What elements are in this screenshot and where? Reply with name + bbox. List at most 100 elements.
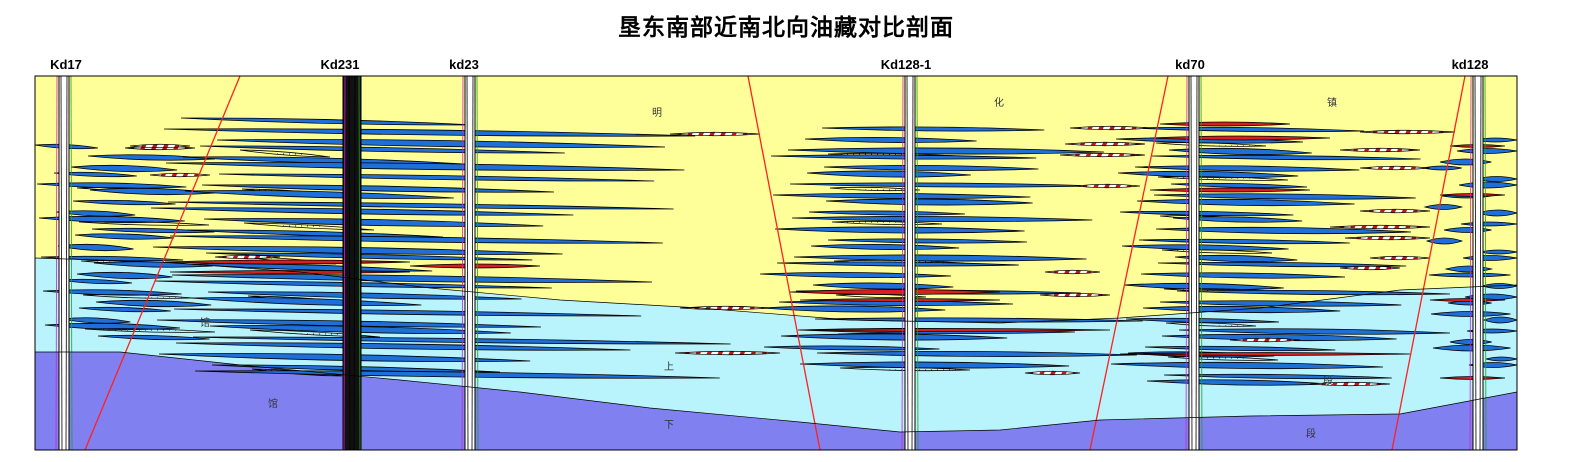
sand-body xyxy=(821,126,1045,132)
oil-sand-body xyxy=(1149,187,1311,193)
well-label-kd128: kd128 xyxy=(1452,57,1489,72)
oil-sand-body xyxy=(1119,352,1411,356)
oil-show-lens xyxy=(1309,381,1391,387)
sand-body xyxy=(772,193,1031,199)
sand-body xyxy=(825,198,1033,206)
sand-body xyxy=(207,291,522,300)
sand-body xyxy=(165,162,685,171)
oil-show-lens xyxy=(1229,337,1301,343)
sand-body xyxy=(827,238,1027,244)
well-track xyxy=(342,76,362,450)
sand-body xyxy=(1473,137,1517,143)
sand-texture xyxy=(829,186,921,192)
sand-texture xyxy=(84,328,216,333)
sand-body xyxy=(1482,316,1517,324)
oil-show-lens xyxy=(674,350,781,356)
sand-body xyxy=(1428,272,1511,278)
sand-body xyxy=(1174,254,1298,263)
oil-sand-body xyxy=(789,289,1001,295)
fault-4 xyxy=(1391,76,1466,450)
sand-body xyxy=(74,233,175,240)
sand-body xyxy=(1178,328,1451,335)
sand-body xyxy=(53,171,137,178)
sand-body xyxy=(776,261,1019,267)
well-tracks xyxy=(55,76,1487,450)
sand-body xyxy=(1170,182,1308,189)
sand-body xyxy=(36,182,187,189)
sand-body xyxy=(1422,165,1462,171)
sand-body xyxy=(1425,237,1464,245)
sand-body xyxy=(774,226,1025,234)
sand-body xyxy=(1168,147,1312,156)
sand-body xyxy=(55,210,136,217)
sand-body xyxy=(1460,221,1517,227)
oil-show-lens xyxy=(1339,147,1421,153)
sand-body xyxy=(1159,300,1402,307)
strata-label-zhen: 镇 xyxy=(1327,96,1337,109)
section-frame xyxy=(34,75,1518,451)
sand-body xyxy=(194,370,720,379)
sand-body xyxy=(184,190,454,199)
fault-1 xyxy=(84,76,241,450)
sand-body xyxy=(780,333,1008,341)
oil-show-lens xyxy=(1344,235,1431,241)
well-label-kd17: Kd17 xyxy=(50,57,82,72)
strata-label-guan-lower: 馆 xyxy=(268,397,278,410)
sand-body xyxy=(1423,204,1464,210)
sand-body xyxy=(759,272,952,278)
sand-body xyxy=(1176,289,1451,296)
fault-3 xyxy=(1089,76,1169,450)
oil-sand-body xyxy=(1159,121,1291,127)
sand-body xyxy=(763,345,940,351)
well-track xyxy=(1469,76,1487,450)
oil-show-lens xyxy=(1074,183,1141,189)
sand-body xyxy=(95,299,212,308)
oil-show-lens xyxy=(1044,269,1101,275)
sand-texture xyxy=(78,221,210,226)
well-label-kd128-1: Kd128-1 xyxy=(881,57,932,72)
sand-body xyxy=(1155,226,1412,235)
sand-body xyxy=(76,271,173,280)
oil-show-lens xyxy=(214,254,281,260)
sand-body xyxy=(163,128,696,137)
sand-body xyxy=(203,218,544,227)
lower-unit xyxy=(35,352,1517,450)
well-labels: Kd17 Kd231 kd23 Kd128-1 kd70 kd128 xyxy=(50,57,1488,72)
sand-body xyxy=(810,244,960,250)
sand-texture xyxy=(239,149,331,158)
section-title: 垦东南部近南北向油藏对比剖面 xyxy=(618,14,954,41)
sand-body xyxy=(42,289,182,296)
oil-show-lens xyxy=(149,172,211,178)
sand-body xyxy=(190,297,422,306)
oil-show-lens xyxy=(1369,255,1431,261)
sand-body xyxy=(1151,154,1421,161)
sand-body xyxy=(192,336,731,345)
well-track xyxy=(1185,76,1203,450)
sand-body xyxy=(171,274,653,283)
sand-body xyxy=(167,201,674,210)
well-label-kd70: kd70 xyxy=(1175,57,1205,72)
sand-body xyxy=(91,227,215,234)
fault-lines xyxy=(84,76,1466,450)
sand-body xyxy=(806,170,971,178)
sand-body xyxy=(804,137,977,143)
sand-body xyxy=(44,322,181,331)
oil-show-lens xyxy=(1059,152,1146,158)
well-label-kd23: kd23 xyxy=(449,57,479,72)
sand-body xyxy=(823,165,1039,171)
oil-sand-body xyxy=(799,298,1001,302)
strata-label-guan-upper: 馆 xyxy=(200,316,210,329)
sand-body xyxy=(169,235,663,244)
sand-body xyxy=(205,252,533,261)
sand-body xyxy=(791,216,1093,222)
oil-sand-body xyxy=(164,259,411,265)
oil-show-lens xyxy=(1339,265,1401,271)
sand-body xyxy=(1172,216,1303,223)
sand-body xyxy=(1479,249,1517,255)
oil-show-lens xyxy=(1329,224,1431,230)
stratigraphic-labels: 明 化 镇 馆 上 段 馆 下 段 xyxy=(200,96,1337,440)
sand-body xyxy=(78,306,171,313)
sand-texture xyxy=(243,222,375,231)
sand-body xyxy=(812,282,954,290)
oil-show-lens xyxy=(1069,125,1151,131)
